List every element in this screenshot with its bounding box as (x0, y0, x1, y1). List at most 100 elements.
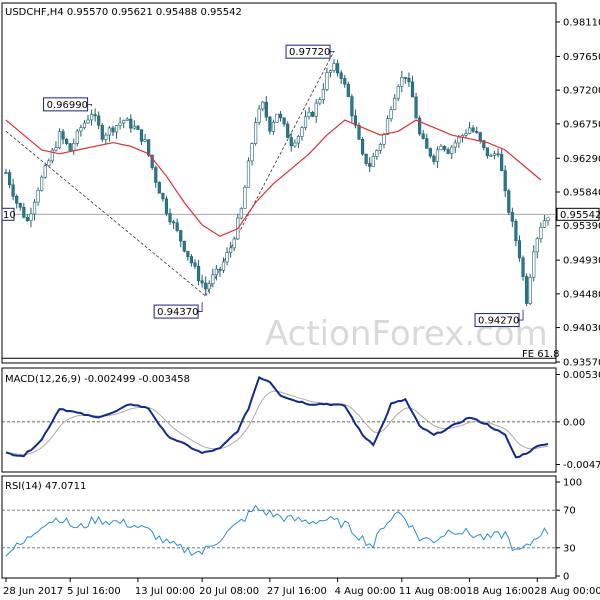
annotation-label: 0.94370 (157, 307, 198, 318)
candle (492, 150, 497, 160)
candle (336, 59, 340, 77)
candle-up-body (232, 238, 236, 249)
candle-up-body (75, 130, 79, 144)
candle-down-body (353, 115, 358, 126)
candle (129, 114, 133, 133)
candle-up-body (257, 108, 261, 123)
candle (122, 119, 126, 129)
candle (271, 119, 276, 135)
candle-down-body (357, 124, 361, 140)
candle-down-body (286, 123, 290, 138)
candle (496, 148, 500, 158)
candle (442, 145, 447, 152)
candle (528, 273, 532, 306)
rsi-y-tick-label: 0 (563, 572, 569, 583)
candle (189, 254, 194, 267)
candle (7, 169, 12, 189)
last-price-tag: 0.95542 (556, 207, 600, 221)
candle (97, 111, 101, 130)
candle-down-body (407, 77, 411, 83)
candle-down-body (482, 140, 486, 149)
candle-down-body (65, 138, 69, 144)
candle (464, 129, 468, 139)
candle-down-body (150, 154, 154, 168)
candle-down-body (425, 138, 429, 149)
candle (182, 240, 186, 253)
candle (396, 84, 400, 102)
candle (204, 276, 208, 295)
candle-down-body (442, 145, 447, 150)
candle-up-body (275, 113, 279, 123)
candle (328, 69, 333, 78)
candle (47, 158, 51, 167)
price-annotation: 0.94370 (153, 302, 203, 319)
candle (332, 59, 336, 73)
candle-down-body (93, 114, 97, 117)
rsi-panel: RSI(14) 47.0711 100 70 30 0 (1, 475, 582, 583)
candle-down-body (350, 96, 354, 117)
candle (118, 117, 122, 130)
candle (389, 106, 393, 122)
candle-up-body (303, 116, 308, 128)
candle (54, 141, 58, 152)
fe-label: FE 61.8 (522, 349, 560, 360)
candle-down-body (503, 170, 507, 192)
candle-down-body (360, 138, 365, 155)
candle-up-body (47, 160, 51, 166)
candle-up-body (296, 136, 300, 144)
candle-down-body (111, 127, 115, 133)
candle (243, 185, 247, 209)
candle (368, 156, 372, 172)
candle (104, 132, 108, 144)
candle-down-body (154, 167, 158, 183)
candle (75, 128, 79, 147)
candle (18, 202, 22, 211)
candle-up-body (300, 127, 304, 137)
price-annotation: 0.94270 (474, 309, 524, 328)
candle (432, 154, 436, 165)
candle-down-body (68, 143, 72, 151)
candle (453, 139, 457, 154)
candle (4, 168, 8, 174)
price-panel: USDCHF,H4 0.95570 0.95621 0.95488 0.9554… (1, 2, 600, 369)
x-tick-label: 20 Jul 08:00 (199, 586, 259, 597)
candle-up-body (122, 120, 126, 124)
candle-up-body (318, 99, 322, 104)
candle-up-body (489, 155, 493, 157)
candle-down-body (278, 113, 283, 119)
candle (510, 207, 514, 228)
candle-down-body (475, 131, 479, 133)
candle-down-body (4, 172, 8, 174)
candle-down-body (157, 182, 161, 194)
candle-up-body (532, 251, 536, 278)
candle (161, 192, 165, 202)
candle-up-body (325, 72, 329, 90)
candle (407, 72, 411, 88)
candle (350, 94, 354, 123)
candle-up-body (539, 226, 543, 239)
candle (286, 121, 290, 138)
rsi-title: RSI(14) 47.0711 (5, 481, 86, 492)
candle-up-body (32, 201, 37, 215)
candle (100, 123, 104, 142)
annotation-box (285, 44, 331, 59)
candle (525, 273, 529, 307)
candle (403, 77, 407, 84)
candle (200, 274, 204, 288)
candle-down-body (339, 72, 343, 79)
rsi-line (5, 504, 549, 557)
candle-down-body (200, 280, 204, 284)
candle-down-body (139, 129, 144, 142)
candle (264, 96, 268, 121)
macd-y-tick-label: -0.004777 (563, 460, 600, 471)
candle-up-body (107, 127, 112, 136)
candle-down-body (500, 154, 504, 172)
x-tick-label: 5 Jul 16:00 (67, 586, 121, 597)
candle (254, 117, 258, 146)
candle (393, 94, 397, 111)
annotation-box (43, 97, 89, 112)
candle (446, 147, 450, 155)
candle-down-body (418, 117, 422, 135)
